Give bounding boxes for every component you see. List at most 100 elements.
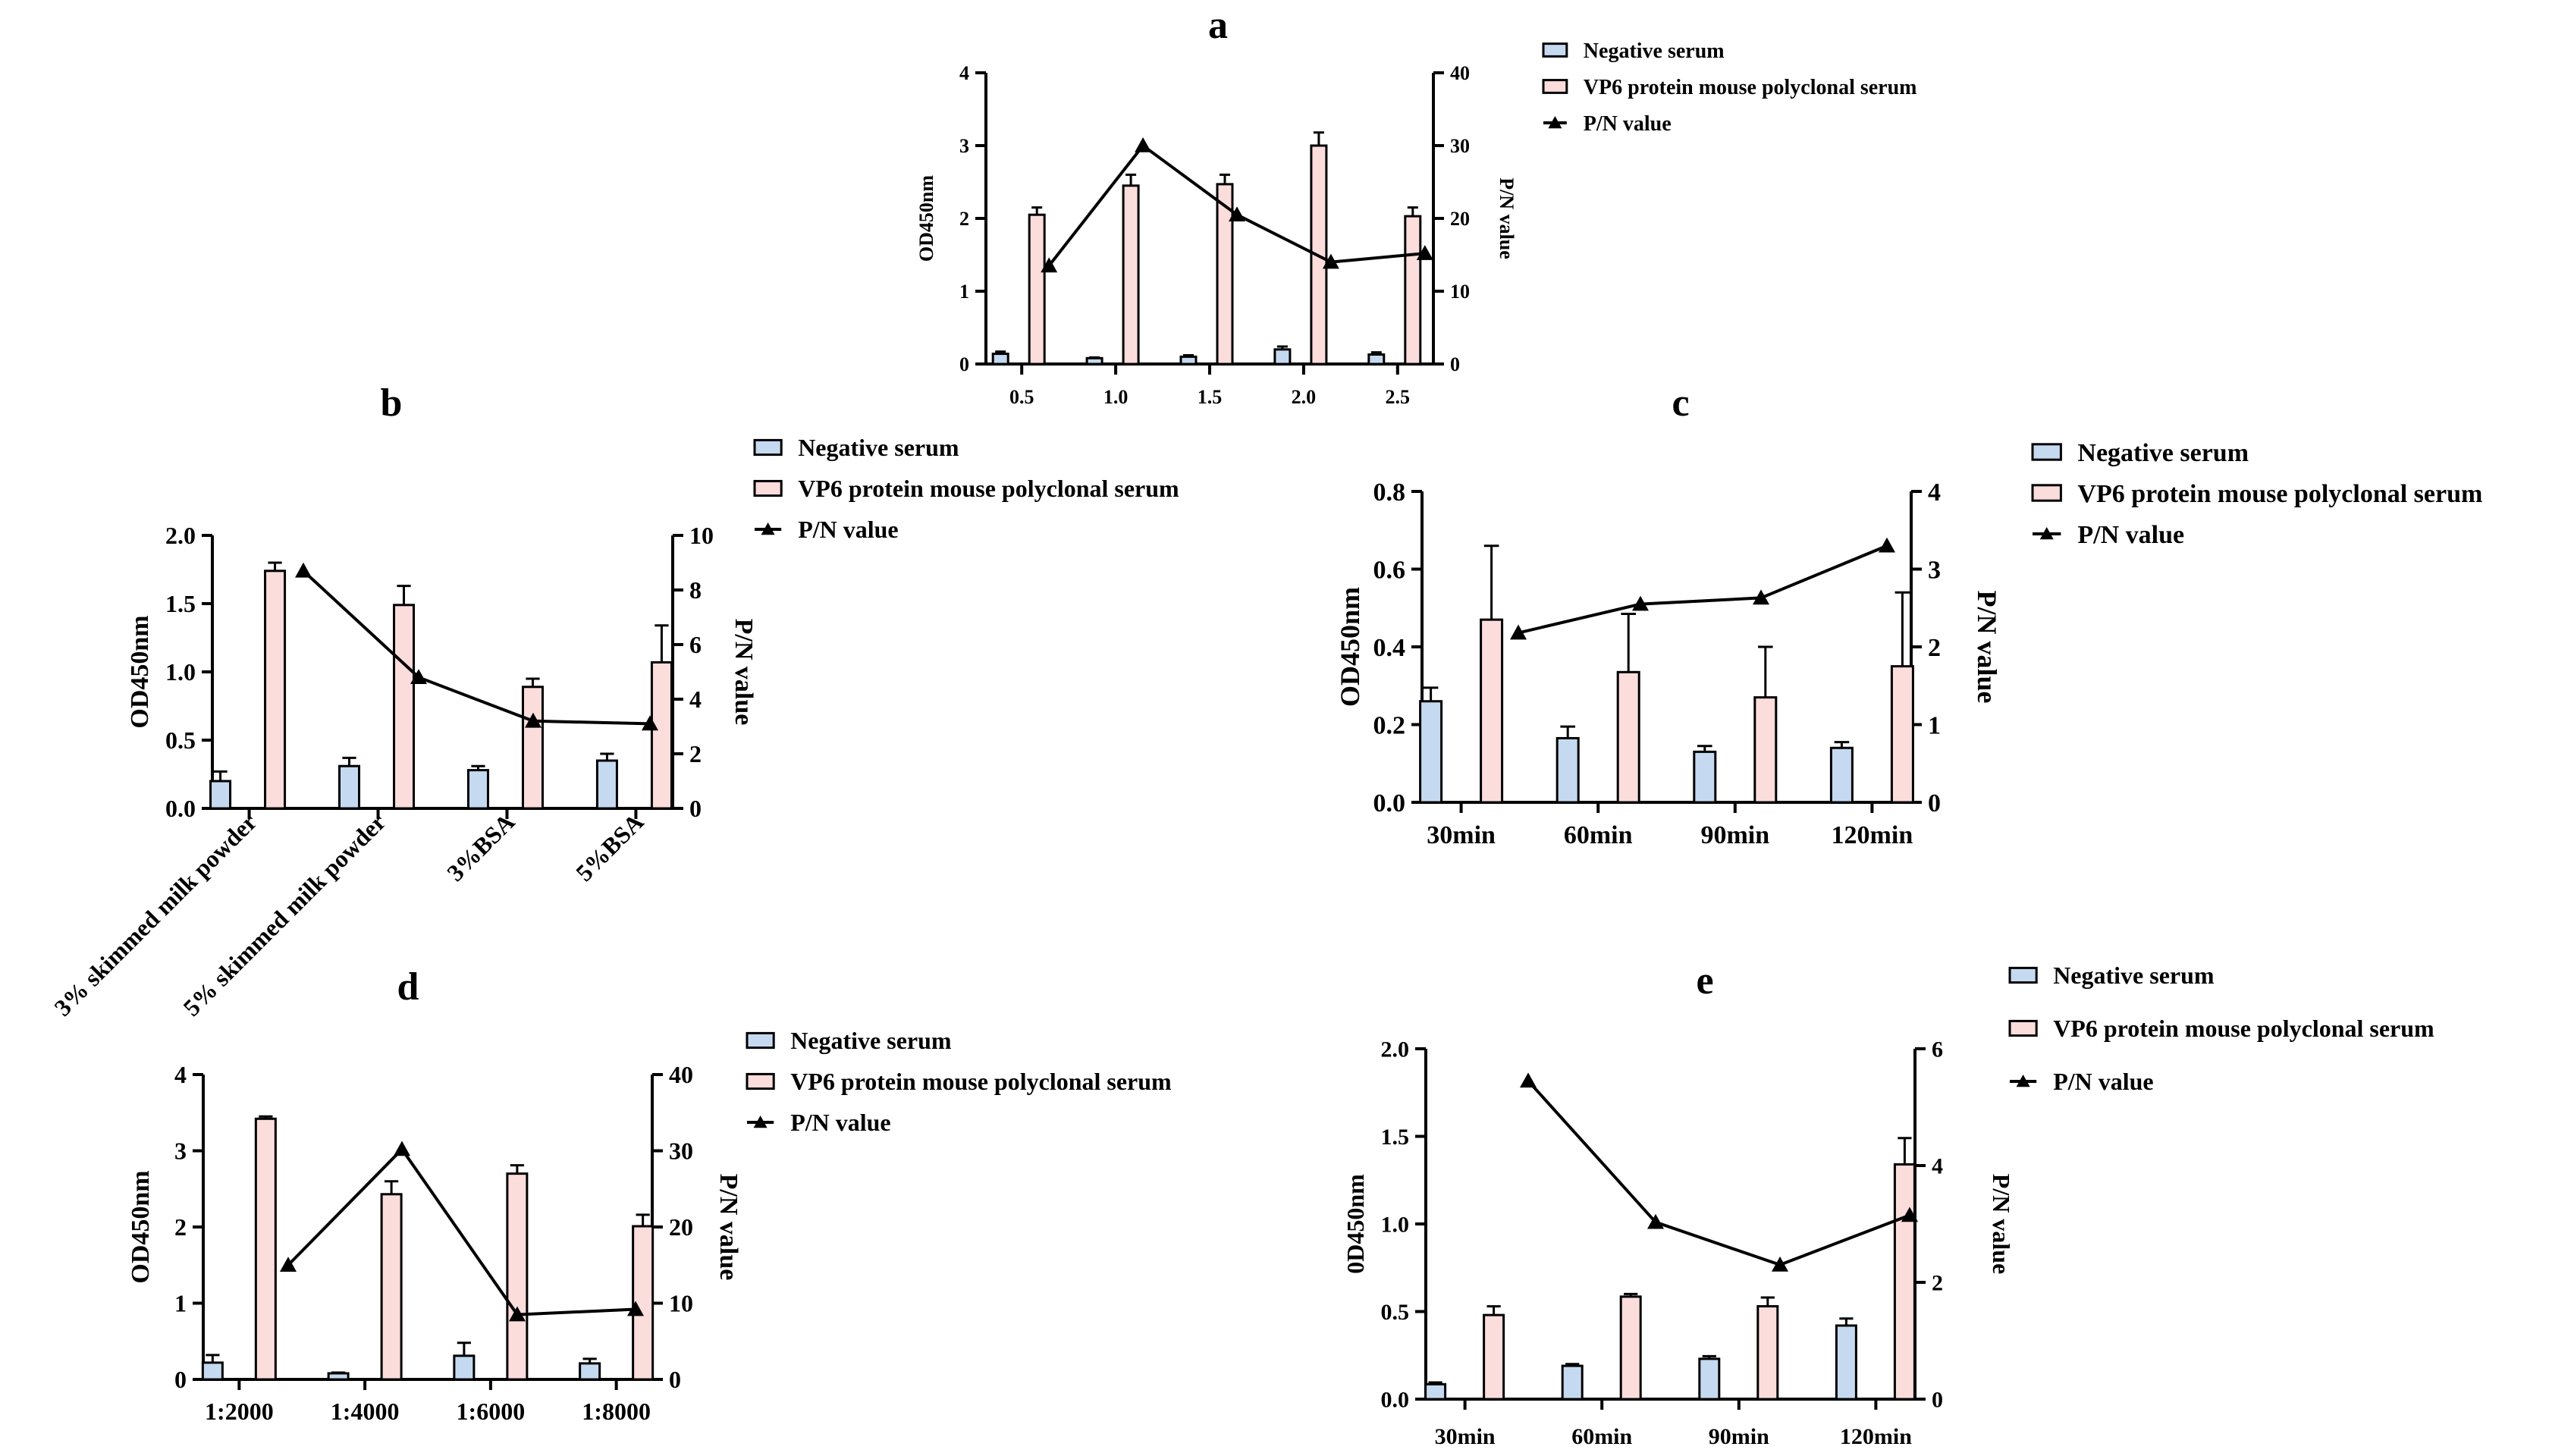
y-tick-label: 3 [959,135,969,157]
y2-tick-label: 40 [669,1061,693,1088]
x-tick-label: 60min [1564,821,1633,849]
pn-point [1416,245,1433,260]
y2-tick-label: 4 [689,686,702,713]
negative-bar [327,1372,350,1381]
y2-tick-label: 0 [689,795,702,822]
y2-tick-label: 20 [669,1213,693,1241]
negative-bar [453,1354,476,1381]
legend-label: VP6 protein mouse polyclonal serum [798,475,1179,502]
y2-tick-label: 8 [689,576,702,604]
legend-vp6-swatch [746,1072,775,1090]
vp6-bar [1480,618,1504,804]
y-tick-label: 0.5 [165,726,196,754]
y-tick-label: 0.0 [1373,789,1406,817]
legend-negative-swatch [1542,42,1568,58]
x-tick-label: 2.5 [1386,386,1411,408]
pn-point [642,715,658,731]
legend-label: P/N value [2053,1068,2153,1095]
vp6-bar [1028,213,1046,366]
y-tick-label: 2.0 [165,522,196,549]
legend-label: VP6 protein mouse polyclonal serum [790,1068,1172,1095]
y-tick-label: 2 [174,1213,187,1241]
panel-c: c 0.0 0.2 0.4 0.6 0.8 0 1 2 3 4 OD450nm P/N value 30m… [1335,381,2482,849]
panel-title-c: c [1672,381,1689,425]
x-tick-label: 5% skimmed milk powder [177,808,391,1021]
y-tick-label: 0.2 [1373,711,1406,739]
y-axis-label: OD450nm [126,615,154,728]
legend-pn-marker [1548,116,1562,129]
y2-tick-label: 6 [1932,1037,1943,1062]
legend-negative-swatch [746,1031,775,1050]
y2-tick-label: 10 [1450,281,1470,303]
y-tick-label: 1 [959,281,969,303]
negative-bar [1693,750,1717,804]
negative-bar [595,759,618,810]
x-tick-label: 1:6000 [457,1398,526,1425]
y-tick-label: 2.0 [1381,1037,1410,1062]
x-tick-label: 1.0 [1103,386,1129,408]
pn-point [394,1141,410,1156]
negative-bar [579,1362,601,1381]
vp6-bar [1619,1295,1642,1401]
legend-label: VP6 protein mouse polyclonal serum [2077,480,2482,508]
negative-bar [209,780,232,810]
x-tick-label: 1.5 [1198,386,1223,408]
legend-vp6-swatch [1542,79,1568,94]
vp6-bar [1756,1305,1779,1401]
y2-tick-label: 10 [669,1290,693,1317]
legend-label: Negative serum [798,434,959,461]
pn-point [410,669,427,684]
panel-e: e 0.0 0.5 1.0 1.5 2.0 0 2 4 6 0D450nm P/N value 30mi… [1342,959,2434,1449]
y2-tick-label: 2 [1932,1271,1943,1296]
x-tick-label: 1:4000 [331,1398,400,1425]
y-tick-label: 3 [174,1138,187,1165]
legend-vp6-swatch [2008,1019,2038,1037]
y2-tick-label: 30 [1450,135,1470,157]
x-tick-label: 1:8000 [582,1398,651,1425]
legend-negative-swatch [753,438,783,457]
vp6-bar [1483,1313,1505,1401]
pn-point [1647,1213,1664,1229]
y-tick-label: 0.5 [1381,1300,1410,1325]
pn-point [295,562,312,578]
panel-title-d: d [397,965,419,1009]
vp6-bar [264,570,287,810]
legend-pn-marker [2016,1075,2030,1087]
pn-point [1520,1072,1537,1088]
y2-tick-label: 40 [1450,62,1470,84]
legend-negative-swatch [2008,966,2038,984]
vp6-bar [650,661,673,810]
y-tick-label: 0 [174,1366,187,1393]
y-tick-label: 1.5 [165,590,196,617]
legend-e: Negative serum VP6 protein mouse polyclon… [2008,962,2434,1095]
pn-line [1047,143,1425,267]
y-tick-label: 0.0 [1381,1388,1410,1413]
legend-label: P/N value [2077,521,2184,549]
pn-point [1632,595,1649,611]
vp6-bar [393,604,416,810]
pn-line [1518,544,1888,635]
legend-b: Negative serum VP6 protein mouse polyclon… [753,434,1179,543]
pn-point [1879,537,1895,553]
pn-line [302,570,651,726]
legend-pn-marker [753,1116,768,1128]
y-tick-label: 1 [174,1290,187,1317]
negative-bar [1835,1324,1857,1401]
y-tick-label: 1.5 [1381,1125,1410,1150]
y-tick-label: 1.0 [165,658,196,686]
x-tick-label: 0.5 [1009,386,1034,408]
y2-axis-label: P/N value [1988,1174,2015,1274]
y2-tick-label: 4 [1932,1154,1943,1179]
legend-negative-swatch [2031,443,2062,461]
negative-bar [1561,1364,1584,1401]
vp6-bar [380,1193,403,1381]
y2-tick-label: 4 [1928,479,1941,507]
pn-point [1322,253,1339,269]
legend-a: Negative serum VP6 protein mouse polyclon… [1542,39,1917,136]
panel-b: b 0.0 0.5 1.0 1.5 2.0 0 2 4 6 8 10 OD450nm P/N value 3… [49,381,1179,1021]
negative-bar [201,1361,224,1381]
y-tick-label: 0.0 [165,795,196,822]
y-tick-label: 0.4 [1373,634,1406,662]
legend-d: Negative serum VP6 protein mouse polyclon… [746,1027,1172,1136]
